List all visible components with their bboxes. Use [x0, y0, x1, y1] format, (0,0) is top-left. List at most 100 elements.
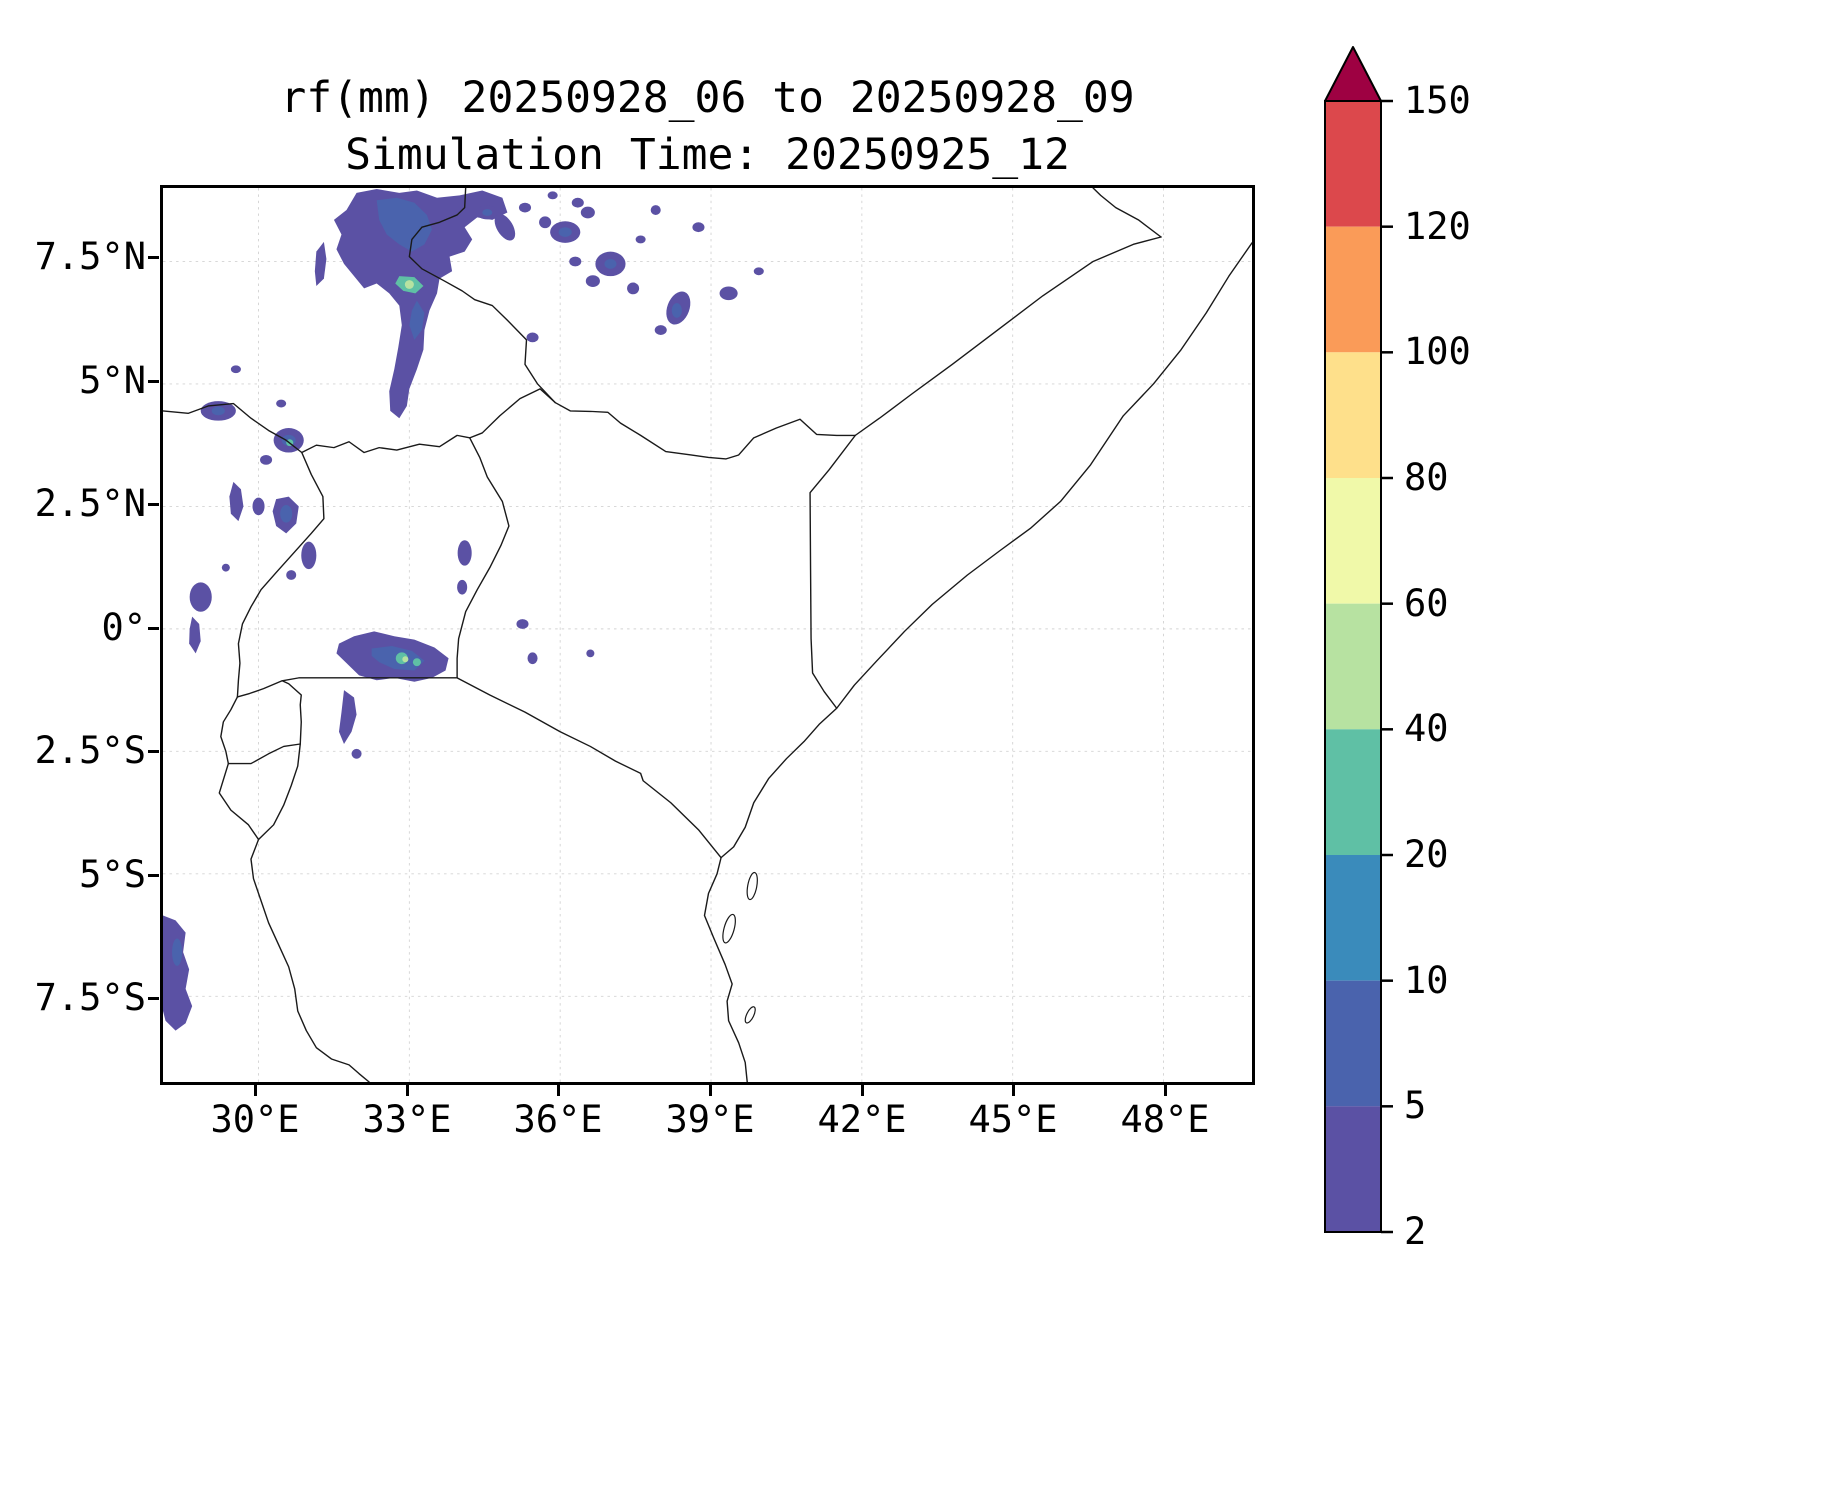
rain-cell [457, 540, 472, 566]
axis-tick [861, 1085, 864, 1096]
border-rwanda [220, 680, 302, 765]
border-kenya-tanzania [456, 677, 722, 859]
rain-cell-core [558, 227, 572, 237]
axis-tick [148, 503, 159, 506]
border-kenya-somalia [809, 434, 857, 709]
colorbar-tick-label: 5 [1404, 1084, 1427, 1127]
rain-cell [276, 399, 287, 408]
island-zanzibar [722, 913, 736, 944]
axis-tick [1012, 1085, 1015, 1096]
colorbar-segment [1325, 729, 1381, 855]
colorbar-tick-label: 60 [1404, 582, 1449, 625]
rain-cell [314, 241, 327, 286]
y-tick-label: 7.5°N [34, 235, 146, 278]
rain-cell-peak [402, 656, 409, 663]
colorbar-tick-label: 10 [1404, 959, 1449, 1002]
rain-cell-south-sudan-band [333, 188, 508, 419]
rain-cell-core [211, 406, 225, 416]
map-canvas [163, 188, 1252, 1082]
colorbar-segment [1325, 226, 1381, 353]
axis-tick [148, 380, 159, 383]
border-drc-uganda [236, 451, 325, 698]
rain-cell [494, 213, 516, 241]
rain-cell [635, 235, 646, 244]
figure-title: rf(mm) 20250928_06 to 20250928_09 [280, 73, 1135, 123]
rain-cell [260, 454, 273, 465]
axis-tick [254, 1085, 257, 1096]
rain-cell [252, 497, 265, 516]
rain-cell-sw-patch [163, 915, 193, 1031]
rain-cell-core [482, 209, 493, 216]
x-tick-label: 36°E [513, 1098, 603, 1141]
border-tanzania-drc-zambia [250, 838, 370, 1082]
border-ethiopia-somalia [854, 236, 1162, 437]
rain-cell [229, 481, 244, 522]
border-ethiopia-somaliland [1092, 188, 1162, 238]
rain-cell [719, 286, 738, 301]
colorbar-segment [1325, 980, 1381, 1107]
rain-cell-core [604, 259, 617, 269]
y-tick-label: 2.5°N [34, 482, 146, 525]
x-tick-label: 30°E [210, 1098, 300, 1141]
rain-cell-peak [412, 658, 421, 667]
x-tick-label: 48°E [1120, 1098, 1210, 1141]
colorbar-segment [1325, 603, 1381, 730]
colorbar-tick-label: 40 [1404, 707, 1449, 750]
axis-tick [148, 874, 159, 877]
colorbar-ticks [1381, 99, 1393, 1234]
colorbar-tick-label: 80 [1404, 456, 1449, 499]
axis-tick [557, 1085, 560, 1096]
y-tick-label: 0° [101, 606, 146, 649]
rain-cell-peak [404, 280, 414, 289]
gridlines [163, 188, 1252, 1082]
colorbar-segment [1325, 1106, 1381, 1232]
rain-cell [189, 616, 201, 654]
rain-cell [526, 332, 539, 343]
axis-tick [148, 256, 159, 259]
figure-title-block: rf(mm) 20250928_06 to 20250928_09 Simula… [160, 70, 1255, 184]
rainfall-layer [163, 188, 764, 1031]
rain-cell [230, 365, 241, 374]
axis-tick [709, 1085, 712, 1096]
border-ethiopia-south-sudan [408, 188, 556, 404]
y-tick-label: 7.5°S [34, 976, 146, 1019]
colorbar-tick-label: 100 [1404, 330, 1471, 373]
rain-cell [580, 206, 595, 219]
border-burundi [218, 743, 301, 841]
rain-cell-core [172, 938, 183, 966]
border-south-sudan-south [163, 388, 556, 454]
colorbar [1322, 44, 1400, 1238]
map-plot [160, 185, 1255, 1085]
rain-cell [338, 690, 357, 744]
rain-cell [221, 563, 230, 572]
x-tick-label: 33°E [362, 1098, 452, 1141]
rain-cell [301, 541, 317, 570]
border-uganda-tanzania [236, 677, 458, 698]
rain-cell-core [671, 303, 682, 318]
x-tick-label: 45°E [968, 1098, 1058, 1141]
y-tick-label: 5°S [79, 853, 146, 896]
colorbar-segment [1325, 352, 1381, 478]
axis-tick [148, 997, 159, 1000]
rain-cell [547, 191, 558, 200]
rain-cell [518, 202, 532, 213]
colorbar-segment [1325, 855, 1381, 981]
rain-cell-core [376, 197, 432, 252]
country-borders [163, 188, 1252, 1082]
colorbar-tick-label: 2 [1404, 1210, 1427, 1253]
rain-cell [571, 197, 584, 208]
axis-tick [148, 750, 159, 753]
rain-cell [516, 619, 529, 629]
rain-cell [527, 652, 538, 665]
rain-cell [627, 282, 640, 295]
axis-tick [148, 627, 159, 630]
colorbar-segment [1325, 478, 1381, 604]
colorbar-over-arrow [1324, 46, 1382, 102]
colorbar-segment [1325, 101, 1381, 227]
rain-cell [585, 275, 600, 287]
rain-cell-core [409, 300, 425, 340]
rain-cell [654, 325, 667, 335]
rain-cell [650, 205, 661, 215]
border-ethiopia-kenya [554, 401, 857, 460]
